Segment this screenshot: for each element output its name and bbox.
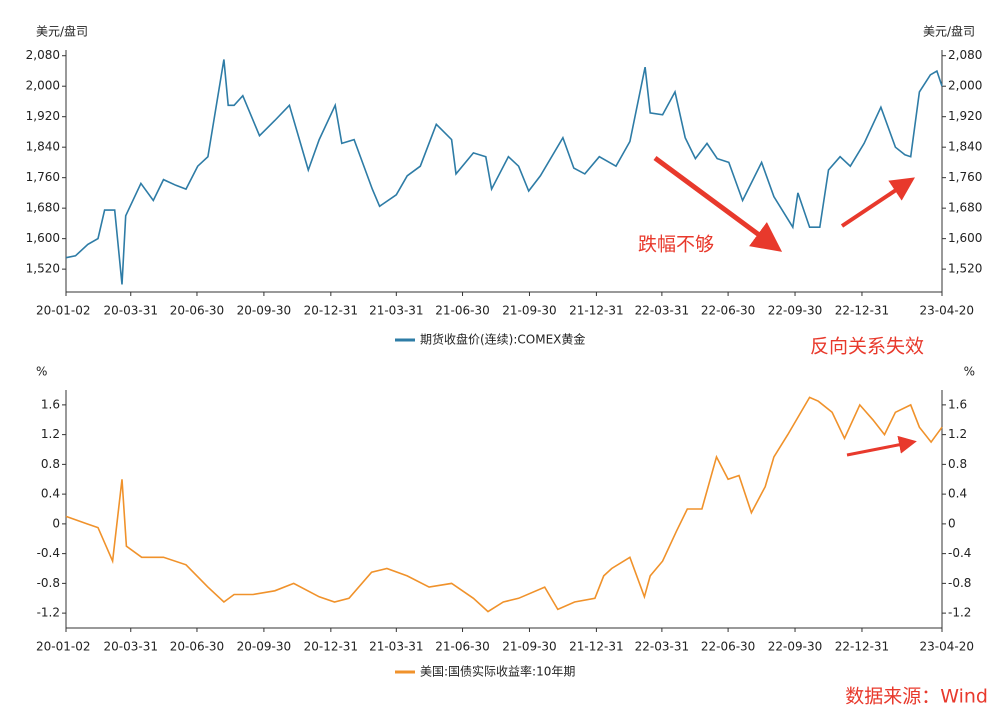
x-tick-label: 23-04-20 [920, 304, 974, 318]
arrow [840, 177, 915, 228]
x-tick-label: 21-06-30 [435, 304, 489, 318]
source: 数据来源：Wind [845, 686, 988, 708]
y-tick-label: -0.4 [37, 546, 60, 560]
x-tick-label: 21-06-30 [435, 640, 489, 654]
y-tick-label: 1,840 [948, 140, 982, 154]
y-tick-label: 1,920 [948, 109, 982, 123]
y-tick-label: -1.2 [37, 606, 60, 620]
y-tick-label: -0.8 [37, 576, 60, 590]
y-tick-label: 1.2 [948, 427, 967, 441]
y-tick-label: 1,760 [26, 170, 60, 184]
x-tick-label: 22-09-30 [768, 304, 822, 318]
y-tick-label: 1,600 [948, 231, 982, 245]
x-tick-label: 22-03-31 [635, 304, 689, 318]
x-tick-label: 21-09-30 [502, 304, 556, 318]
x-tick-label: 22-09-30 [768, 640, 822, 654]
x-tick-label: 22-06-30 [701, 304, 755, 318]
y-tick-label: 1,920 [26, 109, 60, 123]
y-tick-label: 1,520 [26, 262, 60, 276]
y-tick-label: 0.8 [948, 457, 967, 471]
y-tick-label: 2,000 [26, 79, 60, 93]
y-tick-label: 2,080 [26, 48, 60, 62]
y-tick-label: 0 [948, 516, 956, 530]
legend-label: 美国:国债实际收益率:10年期 [420, 664, 575, 679]
x-tick-label: 22-06-30 [701, 640, 755, 654]
x-tick-label: 20-09-30 [237, 304, 291, 318]
legend-label: 期货收盘价(连续):COMEX黄金 [420, 332, 585, 347]
x-tick-label: 22-12-31 [835, 304, 889, 318]
y-tick-label: 1.6 [41, 397, 60, 411]
y-tick-label: 1,680 [26, 201, 60, 215]
y-tick-label: 1,760 [948, 170, 982, 184]
x-tick-label: 21-12-31 [569, 640, 623, 654]
y-tick-label: 0 [52, 516, 60, 530]
x-tick-label: 20-06-30 [170, 304, 224, 318]
y-axis-label: 美元/盘司 [923, 24, 975, 39]
series-line [65, 59, 943, 285]
x-tick-label: 20-12-31 [304, 304, 358, 318]
y-tick-label: -1.2 [948, 606, 971, 620]
y-tick-label: 0.8 [41, 457, 60, 471]
x-tick-label: 22-03-31 [635, 640, 689, 654]
y-tick-label: 1.6 [948, 397, 967, 411]
y-tick-label: -0.8 [948, 576, 971, 590]
y-tick-label: 1,680 [948, 201, 982, 215]
annotation: 反向关系失效 [810, 336, 924, 358]
x-tick-label: 20-01-02 [36, 304, 90, 318]
x-tick-label: 20-12-31 [304, 640, 358, 654]
y-tick-label: 1,840 [26, 140, 60, 154]
x-tick-label: 21-09-30 [502, 640, 556, 654]
x-tick-label: 20-01-02 [36, 640, 90, 654]
x-tick-label: 20-03-31 [104, 304, 158, 318]
y-tick-label: 0.4 [948, 487, 967, 501]
x-tick-label: 21-03-31 [369, 640, 423, 654]
y-tick-label: 1.2 [41, 427, 60, 441]
y-tick-label: 2,000 [948, 79, 982, 93]
arrow [846, 435, 917, 457]
x-tick-label: 20-06-30 [170, 640, 224, 654]
y-tick-label: 2,080 [948, 48, 982, 62]
y-axis-label: % [36, 365, 47, 379]
y-axis-label: 美元/盘司 [36, 24, 88, 39]
x-tick-label: 22-12-31 [835, 640, 889, 654]
y-tick-label: -0.4 [948, 546, 971, 560]
y-tick-label: 1,600 [26, 231, 60, 245]
y-tick-label: 0.4 [41, 487, 60, 501]
annotation: 跌幅不够 [638, 234, 714, 256]
series-line [65, 396, 943, 613]
arrow [653, 155, 783, 252]
x-tick-label: 20-03-31 [104, 640, 158, 654]
x-tick-label: 23-04-20 [920, 640, 974, 654]
y-axis-label: % [964, 365, 975, 379]
x-tick-label: 21-12-31 [569, 304, 623, 318]
x-tick-label: 21-03-31 [369, 304, 423, 318]
x-tick-label: 20-09-30 [237, 640, 291, 654]
y-tick-label: 1,520 [948, 262, 982, 276]
